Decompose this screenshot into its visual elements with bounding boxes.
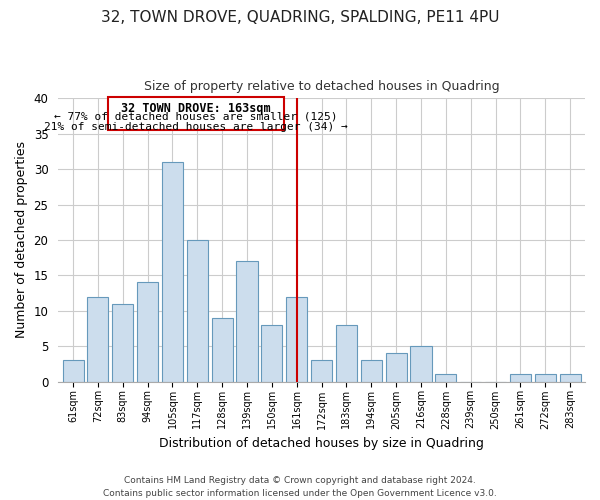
Bar <box>262 325 283 382</box>
Bar <box>187 240 208 382</box>
Text: ← 77% of detached houses are smaller (125): ← 77% of detached houses are smaller (12… <box>55 112 338 122</box>
Bar <box>162 162 183 382</box>
Bar <box>435 374 457 382</box>
Bar <box>62 360 83 382</box>
Bar <box>286 296 307 382</box>
Bar <box>560 374 581 382</box>
Bar <box>336 325 357 382</box>
Title: Size of property relative to detached houses in Quadring: Size of property relative to detached ho… <box>144 80 499 93</box>
Text: 32 TOWN DROVE: 163sqm: 32 TOWN DROVE: 163sqm <box>121 102 271 115</box>
Bar <box>108 97 284 130</box>
Bar <box>410 346 431 382</box>
Text: Contains HM Land Registry data © Crown copyright and database right 2024.
Contai: Contains HM Land Registry data © Crown c… <box>103 476 497 498</box>
Bar <box>361 360 382 382</box>
X-axis label: Distribution of detached houses by size in Quadring: Distribution of detached houses by size … <box>159 437 484 450</box>
Bar <box>88 296 109 382</box>
Bar <box>137 282 158 382</box>
Bar <box>386 353 407 382</box>
Bar <box>236 261 257 382</box>
Bar <box>311 360 332 382</box>
Bar <box>112 304 133 382</box>
Text: 21% of semi-detached houses are larger (34) →: 21% of semi-detached houses are larger (… <box>44 122 348 132</box>
Bar <box>510 374 531 382</box>
Y-axis label: Number of detached properties: Number of detached properties <box>15 142 28 338</box>
Bar <box>212 318 233 382</box>
Text: 32, TOWN DROVE, QUADRING, SPALDING, PE11 4PU: 32, TOWN DROVE, QUADRING, SPALDING, PE11… <box>101 10 499 25</box>
Bar <box>535 374 556 382</box>
